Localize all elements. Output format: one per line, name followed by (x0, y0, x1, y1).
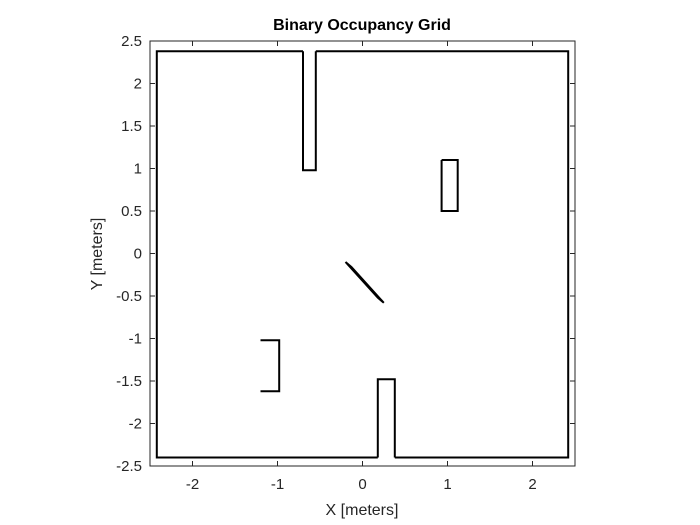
y-tick-label: -1.5 (116, 373, 142, 390)
chart-title: Binary Occupancy Grid (273, 17, 451, 34)
x-axis-label: X [meters] (326, 502, 399, 519)
obstacle-bracket-left (260, 339, 281, 393)
obstacle-outer-wall-right (315, 50, 570, 459)
obstacle-bar-center (344, 261, 385, 304)
obstacle-wall-divider-top (302, 51, 317, 172)
y-tick-label: 2 (134, 76, 142, 93)
x-tick-label: -2 (186, 476, 199, 493)
y-tick-label: 2.5 (121, 33, 142, 50)
y-tick-label: 1.5 (121, 118, 142, 135)
obstacles-layer (155, 50, 570, 459)
y-tick-label: -1 (129, 331, 142, 348)
obstacle-box-right (440, 159, 459, 212)
x-tick-label: -1 (271, 476, 284, 493)
x-axis-ticks: -2 -1 0 1 2 (186, 41, 537, 493)
y-tick-label: 1 (134, 161, 142, 178)
y-tick-label: 0.5 (121, 203, 142, 220)
y-axis-ticks: -2.5 -2 -1.5 -1 -0.5 0 0.5 1 1.5 2 2.5 (116, 33, 575, 475)
x-tick-label: 1 (443, 476, 451, 493)
plot-area (149, 40, 576, 467)
obstacle-outer-wall-left (155, 50, 378, 459)
x-tick-label: 2 (528, 476, 536, 493)
y-tick-label: -2.5 (116, 458, 142, 475)
obstacle-wall-divider-bottom (376, 378, 396, 458)
y-tick-label: -0.5 (116, 288, 142, 305)
y-tick-label: -2 (129, 416, 142, 433)
x-tick-label: 0 (358, 476, 366, 493)
y-axis-label: Y [meters] (89, 218, 106, 291)
y-tick-label: 0 (134, 246, 142, 263)
